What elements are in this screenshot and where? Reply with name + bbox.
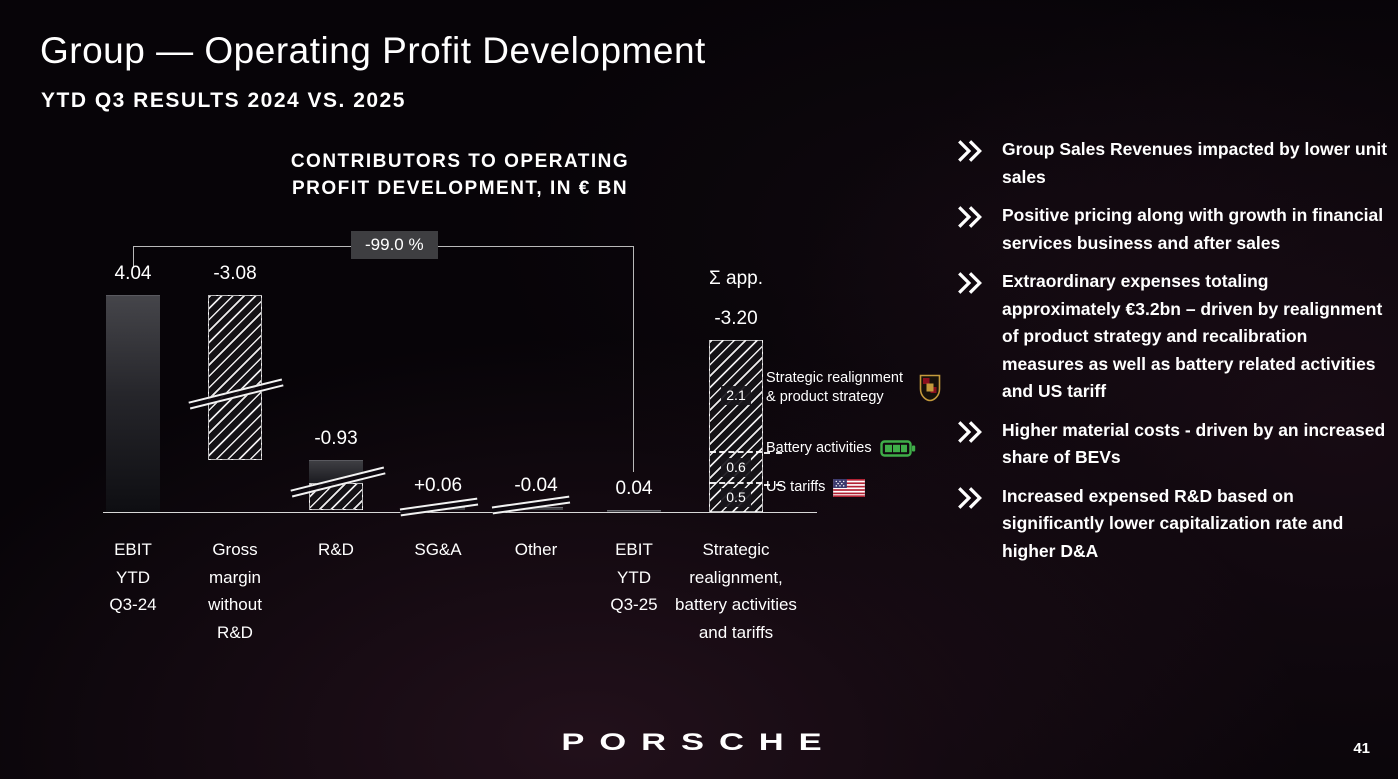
annotation-text: Strategic realignment & product strategy — [766, 370, 904, 405]
annotation-strategic-realignment: Strategic realignment & product strategy — [766, 369, 941, 407]
bullet-item: Group Sales Revenues impacted by lower u… — [956, 136, 1388, 191]
bar-strategic-sum: 2.1 0.6 0.5 — [709, 340, 763, 512]
axis-break-mark — [399, 497, 479, 517]
bar-ebit-ytd-q3-25 — [607, 509, 661, 513]
bullet-text: Extraordinary expenses totaling approxim… — [1002, 271, 1383, 401]
segment-value: 2.1 — [721, 386, 751, 406]
sigma-approx-label: Σ app. — [708, 268, 763, 289]
segment-divider-dash — [764, 484, 782, 487]
bar-ebit-ytd-q3-24 — [106, 295, 160, 512]
porsche-crest-icon — [919, 374, 941, 402]
value-label-rd: -0.93 — [314, 428, 358, 450]
double-chevron-icon — [956, 268, 986, 406]
bullet-text: Positive pricing along with growth in fi… — [1002, 205, 1384, 253]
bar-gross-margin — [208, 295, 262, 461]
key-points-panel: Group Sales Revenues impacted by lower u… — [956, 136, 1388, 565]
double-chevron-icon — [956, 483, 986, 566]
segment-value: 0.5 — [721, 488, 751, 508]
bracket-label: -99.0 % — [351, 231, 438, 259]
us-flag-icon — [833, 478, 866, 497]
value-label-other: -0.04 — [514, 475, 558, 497]
category-label: EBIT YTD Q3-24 — [109, 540, 157, 614]
category-label: Gross margin without R&D — [208, 540, 262, 642]
category-label: Other — [514, 540, 558, 559]
porsche-logo: PORSCHE — [561, 729, 837, 756]
sum-segment-battery: 0.6 — [710, 453, 762, 485]
bracket-tick-left — [133, 246, 134, 268]
battery-icon — [879, 439, 916, 458]
sum-segment-strategic: 2.1 — [710, 341, 762, 453]
x-axis-line — [103, 512, 817, 513]
value-label-ebit-q3-24: 4.04 — [114, 263, 152, 285]
category-label: EBIT YTD Q3-25 — [610, 540, 658, 614]
bullet-item: Extraordinary expenses totaling approxim… — [956, 268, 1388, 406]
bullet-text: Higher material costs - driven by an inc… — [1002, 419, 1386, 468]
chart-title: CONTRIBUTORS TO OPERATING PROFIT DEVELOP… — [240, 148, 680, 202]
value-label-sga: +0.06 — [413, 475, 463, 497]
double-chevron-icon — [956, 202, 986, 257]
bullet-text: Increased expensed R&D based on signific… — [1002, 485, 1344, 561]
category-label: SG&A — [414, 540, 462, 559]
value-label-ebit-q3-25: 0.04 — [615, 477, 653, 499]
annotation-text: Battery activities — [766, 440, 872, 456]
segment-value: 0.6 — [721, 458, 751, 478]
sum-segment-tariffs: 0.5 — [710, 484, 762, 511]
category-label: Strategic realignment, battery activitie… — [675, 540, 797, 642]
chart-title-line-1: CONTRIBUTORS TO OPERATING — [290, 151, 630, 172]
page-subtitle: YTD Q3 RESULTS 2024 VS. 2025 — [41, 89, 406, 112]
bracket-tick-right — [633, 246, 634, 472]
category-label: R&D — [318, 540, 354, 559]
bullet-item: Increased expensed R&D based on signific… — [956, 483, 1388, 566]
double-chevron-icon — [956, 136, 986, 191]
segment-divider-dash — [764, 451, 782, 454]
double-chevron-icon — [956, 417, 986, 472]
bullet-item: Positive pricing along with growth in fi… — [956, 202, 1388, 257]
value-label-gross-margin: -3.08 — [213, 263, 257, 285]
annotation-battery-activities: Battery activities — [766, 439, 916, 458]
chart-title-line-2: PROFIT DEVELOPMENT, IN € BN — [291, 178, 629, 199]
annotation-us-tariffs: US tariffs — [766, 478, 866, 497]
annotation-text: US tariffs — [766, 479, 826, 495]
value-label-sum: -3.20 — [714, 308, 758, 330]
page-title: Group — Operating Profit Development — [40, 30, 706, 71]
bullet-item: Higher material costs - driven by an inc… — [956, 417, 1388, 472]
page-number: 41 — [1353, 740, 1370, 757]
bullet-text: Group Sales Revenues impacted by lower u… — [1002, 139, 1388, 187]
